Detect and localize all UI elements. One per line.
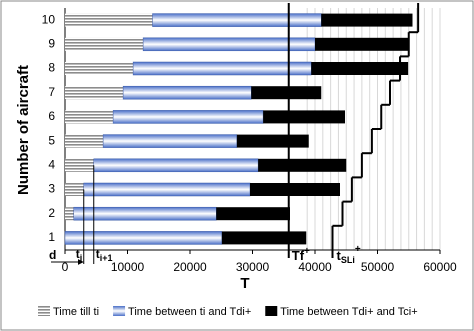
bar-segment [221,231,307,245]
bar-segment [65,86,124,100]
bar-segment [216,207,290,221]
y-tick-label: 4 [48,157,55,171]
bar-segment [83,182,251,197]
y-tick-label: 7 [48,85,55,99]
tf-sup: + [304,246,310,257]
bar-segment [112,110,264,124]
tsl-text: t [337,248,342,263]
ti-label: ti [76,247,83,263]
y-tick-label: 10 [42,12,56,26]
y-tick-label: 6 [48,109,55,123]
x-tick-label: 40000 [298,260,332,274]
y-tick-label: 9 [48,36,55,50]
y-tick-label: 3 [48,182,55,196]
x-tick-label: 20000 [173,260,207,274]
ti-sub: i+1 [100,253,113,263]
y-tick-label: 2 [48,206,55,220]
legend-swatch [265,306,278,316]
bar-segment [263,110,345,124]
d-label: d [49,248,56,262]
bar-segment [65,183,84,196]
x-tick-label: 60000 [423,260,457,274]
tsl-sub: SLi [341,255,355,265]
bar-segment [93,158,259,173]
y-tick-label: 8 [48,61,55,75]
tsl-sup: + [355,244,361,255]
tf-label: Tf+ [292,246,310,264]
bar-segment [132,61,312,76]
bar-segment [250,183,340,196]
y-axis-title: Number of aircraft [15,65,32,195]
legend-label: Time between Tdi+ and Tci+ [280,306,417,318]
bar-segment [65,134,104,148]
y-tick-label: 1 [48,230,55,244]
legend-label: Time till ti [53,306,99,318]
bar-segment [251,86,322,100]
tsl-label: tSLi+ [337,244,361,266]
bar-segment [64,231,223,245]
bar-segment [65,110,114,124]
bar-segment [122,85,252,100]
bar-segment [258,158,347,172]
legend-swatch [38,306,50,316]
bar-segment [315,37,409,51]
x-tick-label: 30000 [236,260,270,274]
ti-text: t [76,247,80,261]
bar-segment [152,13,322,27]
ti-sub: i [80,253,83,263]
ti-label: ti+1 [96,247,113,263]
x-tick-label: 0 [62,260,69,274]
y-tick-label: 5 [48,133,55,147]
x-tick-label: 50000 [361,260,395,274]
bar-segment [65,13,153,27]
x-tick-label: 10000 [111,260,145,274]
bar-segment [321,13,413,27]
tf-text: Tf [292,248,305,263]
bar-segment [65,37,144,51]
bar-segment [102,134,238,148]
bar-segment [311,62,409,75]
legend-label: Time between ti and Tdi+ [128,306,251,318]
bar-segment [236,134,309,148]
bar-segment [65,207,74,221]
legend-swatch [113,306,126,316]
bar-segment [73,206,217,221]
bar-segment [65,158,94,172]
ti-text: t [96,247,100,261]
x-axis-title: T [240,275,249,292]
bar-segment [65,62,134,75]
